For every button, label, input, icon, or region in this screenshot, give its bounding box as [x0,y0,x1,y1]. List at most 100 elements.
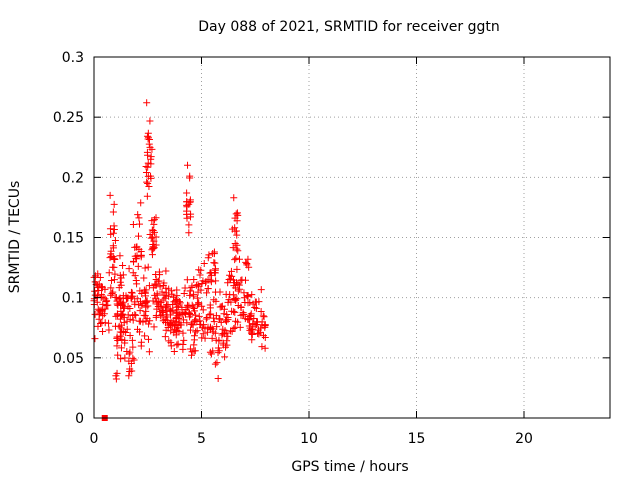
data-point [153,291,161,299]
data-point [236,323,244,331]
data-point [230,194,238,202]
data-point [106,225,114,233]
data-point [249,300,257,308]
data-point [216,315,224,323]
data-point [183,214,191,222]
data-point [132,243,140,251]
data-point [214,349,222,357]
data-point [232,296,240,304]
data-point [134,232,142,240]
data-point [109,208,117,216]
data-point [144,133,152,141]
data-point [143,178,151,186]
data-point [233,241,241,249]
data-point [149,245,157,253]
data-point [128,367,136,375]
data-point [172,318,180,326]
data-point [204,254,212,262]
data-point [249,320,257,328]
data-point [184,161,192,169]
data-point [125,372,133,380]
data-point [173,326,181,334]
data-point [206,276,214,284]
data-point [243,292,251,300]
data-point [97,283,105,291]
data-point [233,295,241,303]
data-point [180,336,188,344]
data-point [152,311,160,319]
data-point [101,295,109,303]
data-point [174,340,182,348]
data-point [114,351,122,359]
data-point [223,337,231,345]
data-point [126,348,134,356]
data-point [192,328,200,336]
data-point [186,213,194,221]
data-point [243,259,251,267]
data-point [221,353,229,361]
data-point [203,314,211,322]
data-point [237,276,245,284]
data-point [177,321,185,329]
data-point [150,220,158,228]
y-tick-label: 0.2 [62,170,84,186]
data-point [247,328,255,336]
data-point [167,311,175,319]
data-point [91,335,99,343]
data-point [142,163,150,171]
data-point [97,306,105,314]
data-point [227,267,235,275]
data-point [126,332,134,340]
data-point [109,263,117,271]
data-point [197,266,205,274]
data-point [117,355,125,363]
data-point [152,214,160,222]
data-point [140,274,148,282]
data-point [210,248,218,256]
data-point [190,341,198,349]
data-point [194,281,202,289]
data-point [112,293,120,301]
data-point [231,214,239,222]
data-point [165,292,173,300]
data-point [260,332,268,340]
data-point [210,296,218,304]
data-point [247,310,255,318]
data-point [220,305,228,313]
y-axis-label: SRMTID / TECUs [7,181,23,294]
data-point [150,323,158,331]
data-point [233,231,241,239]
data-point [187,311,195,319]
data-point [131,311,139,319]
data-point [132,311,140,319]
data-point [208,271,216,279]
data-point [112,372,120,380]
data-point [110,222,118,230]
data-point [121,336,129,344]
data-point [218,331,226,339]
data-point [129,343,137,351]
x-tick-label: 20 [515,431,533,447]
data-point [154,303,162,311]
data-point [118,336,126,344]
data-point [173,303,181,311]
data-point [195,282,203,290]
data-point [212,277,220,285]
data-point [224,279,232,287]
data-point [115,284,123,292]
data-point [110,200,118,208]
data-point [190,276,198,284]
data-point [106,191,114,199]
data-point [234,287,242,295]
data-point [117,344,125,352]
data-point [155,268,163,276]
data-point [143,297,151,305]
data-point [121,354,129,362]
data-point [149,227,157,235]
data-point [134,211,142,219]
y-tick-label: 0.25 [53,110,84,126]
data-point [149,297,157,305]
data-point [189,303,197,311]
data-point [112,322,120,330]
